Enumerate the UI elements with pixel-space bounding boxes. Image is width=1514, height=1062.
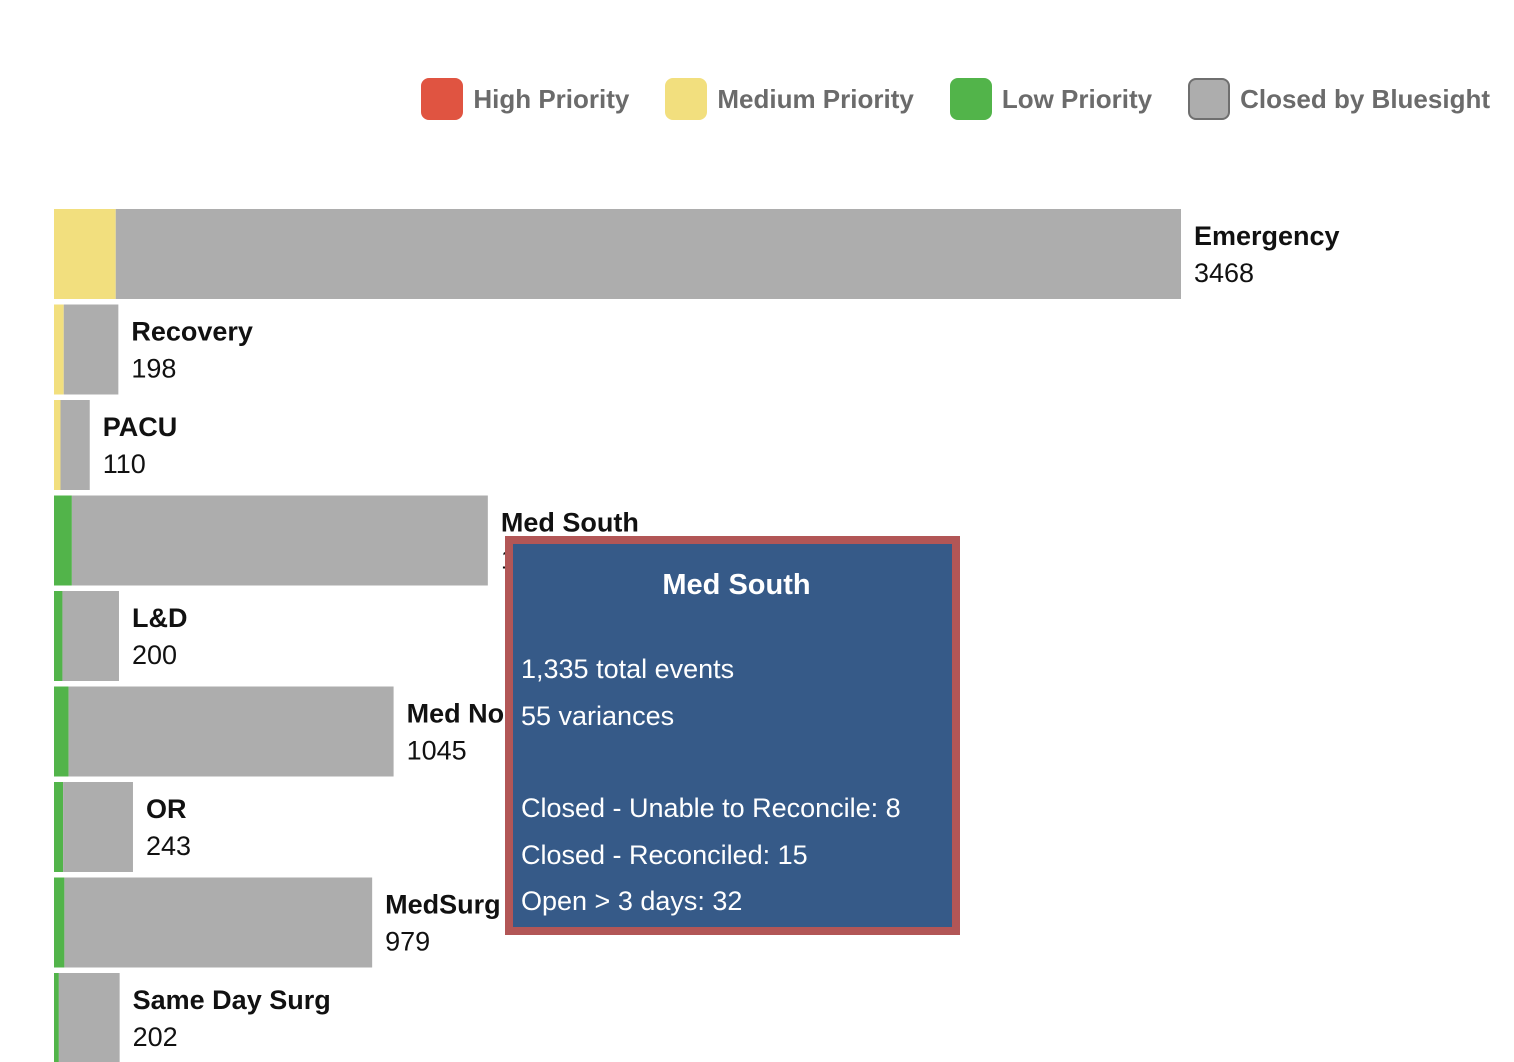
legend-item-closed-by-bluesight[interactable]: Closed by Bluesight [1188,78,1490,120]
bar-category-label: MedSurg [385,890,501,920]
legend-label: Closed by Bluesight [1240,83,1490,114]
bar-value-label: 243 [146,831,191,861]
tooltip-total-events: 1,335 total events [521,654,735,684]
bar-segment-closed-by-bluesight[interactable] [63,782,133,872]
bar-segment-closed-by-bluesight[interactable] [58,973,120,1062]
bar-segment-low-priority[interactable] [54,973,59,1062]
bar-category-label: Emergency [1194,221,1340,251]
bar-group-l-d[interactable]: L&D 200 [54,591,187,681]
bar-group-pacu[interactable]: PACU 110 [54,400,177,490]
low-priority-swatch-icon [949,78,992,120]
bar-segment-low-priority[interactable] [54,782,64,872]
bar-group-medsurg[interactable]: MedSurg 979 [54,877,501,968]
tooltip-open-over-3-days: Open > 3 days: 32 [521,886,743,916]
bar-segment-closed-by-bluesight[interactable] [64,877,373,968]
bar-segment-closed-by-bluesight[interactable] [115,209,1182,299]
chart-legend: High Priority Medium Priority Low Priori… [388,76,1490,122]
bar-segment-low-priority[interactable] [54,591,63,681]
bar-segment-medium-priority[interactable] [54,209,116,299]
bar-category-label: Same Day Surg [133,985,331,1015]
bar-group-same-day-surg[interactable]: Same Day Surg 202 [54,973,331,1062]
legend-item-high-priority[interactable]: High Priority [421,78,629,120]
bar-value-label: 198 [131,354,176,384]
bar-segment-medium-priority[interactable] [54,400,61,490]
legend-label: High Priority [473,83,630,114]
bar-value-label: 202 [133,1022,178,1052]
closed-swatch-icon [1188,78,1231,120]
bar-category-label: L&D [132,603,188,633]
tooltip-reconciled: Closed - Reconciled: 15 [521,839,808,870]
bar-value-label: 200 [132,640,177,670]
tooltip-unable-to-reconcile: Closed - Unable to Reconcile: 8 [521,793,901,823]
bar-segment-low-priority[interactable] [54,495,72,586]
bar-segment-low-priority[interactable] [54,686,69,777]
high-priority-swatch-icon [421,78,464,120]
bar-value-label: 1045 [407,736,467,766]
bar-segment-closed-by-bluesight[interactable] [63,304,119,395]
legend-item-low-priority[interactable]: Low Priority [949,78,1153,120]
bar-category-label: OR [146,794,187,824]
bar-segment-closed-by-bluesight[interactable] [68,686,394,777]
bar-segment-closed-by-bluesight[interactable] [71,495,488,586]
legend-item-medium-priority[interactable]: Medium Priority [665,78,914,120]
bar-segment-low-priority[interactable] [54,877,65,968]
bar-category-label: PACU [103,412,178,442]
legend-label: Medium Priority [717,83,914,114]
bar-category-label: Med South [501,508,639,538]
tooltip-title: Med South [662,569,811,601]
bar-group-recovery[interactable]: Recovery 198 [54,304,253,395]
bar-value-label: 110 [103,449,146,479]
tooltip-variances: 55 variances [521,700,675,731]
bar-value-label: 3468 [1194,258,1254,288]
tooltip-metrics: 1,335 total events 55 variances [521,646,952,739]
bar-segment-medium-priority[interactable] [54,304,64,395]
bar-value-label: 979 [385,927,430,957]
bar-segment-closed-by-bluesight[interactable] [60,400,90,490]
bar-category-label: Recovery [131,317,253,347]
medium-priority-swatch-icon [665,78,708,120]
tooltip-details: Closed - Unable to Reconcile: 8 Closed -… [521,785,952,925]
bar-segment-closed-by-bluesight[interactable] [62,591,119,681]
bar-group-emergency[interactable]: Emergency 3468 [54,209,1340,299]
bar-group-or[interactable]: OR 243 [54,782,191,872]
legend-label: Low Priority [1001,83,1153,114]
bar-tooltip: Med South 1,335 total events 55 variance… [505,536,960,935]
